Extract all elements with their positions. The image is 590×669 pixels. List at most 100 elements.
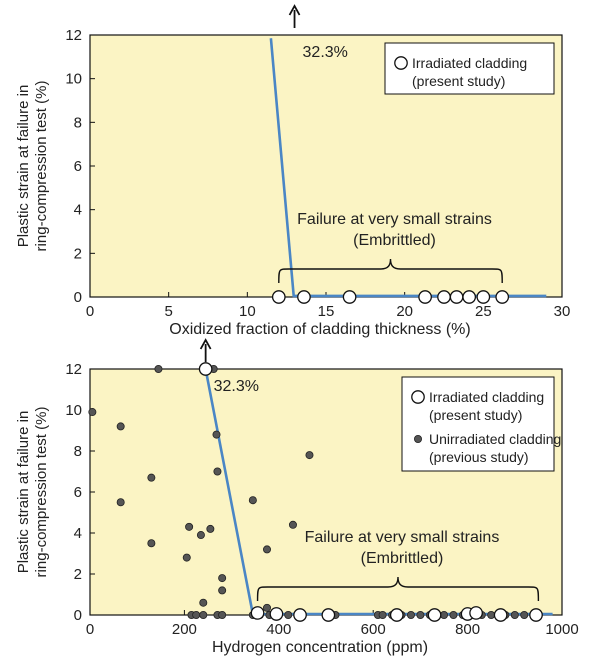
x-tick-label: 1000 — [545, 621, 578, 638]
offscale-value-label: 32.3% — [214, 378, 259, 395]
brace-label-line2: (Embrittled) — [361, 550, 444, 567]
irradiated-data-point — [493, 608, 508, 622]
unirradiated-data-point — [196, 531, 205, 540]
y-tick-label: 4 — [74, 525, 82, 542]
unirradiated-data-point — [449, 611, 458, 620]
irradiated-data-point — [529, 608, 543, 622]
unirradiated-data-point — [284, 611, 293, 620]
y-tick-label: 8 — [74, 114, 82, 131]
y-axis-label-line1: Plastic strain at failure in — [15, 85, 32, 248]
irradiated-data-point — [271, 290, 286, 304]
irradiated-data-point — [321, 608, 336, 622]
unirradiated-data-point — [378, 611, 387, 620]
x-tick-label: 5 — [164, 303, 172, 320]
unirradiated-data-point — [218, 574, 227, 583]
x-tick-label: 600 — [361, 621, 386, 638]
x-axis-label: Hydrogen concentration (ppm) — [212, 639, 428, 656]
y-tick-label: 10 — [65, 71, 82, 88]
irradiated-data-point — [342, 290, 357, 304]
legend-box — [401, 376, 555, 472]
irradiated-data-point — [297, 290, 311, 304]
irradiated-data-point — [250, 606, 265, 620]
brace-label-line1: Failure at very small strains — [305, 529, 500, 546]
irradiated-data-point — [269, 607, 284, 621]
legend-label-line2: (present study) — [429, 407, 522, 423]
unirradiated-data-point — [510, 611, 519, 620]
legend-label-line2: (present study) — [412, 73, 505, 89]
x-axis-label: Oxidized fraction of cladding thickness … — [169, 321, 470, 338]
irradiated-data-point — [462, 290, 477, 304]
unirradiated-data-point — [154, 364, 163, 373]
legend-marker-irradiated — [394, 56, 408, 70]
brace-label-line2: (Embrittled) — [353, 232, 436, 249]
unirradiated-data-point — [416, 611, 425, 620]
unirradiated-data-point — [520, 611, 529, 620]
unirradiated-data-point — [218, 586, 227, 595]
unirradiated-data-point — [406, 611, 415, 620]
irradiated-data-point — [449, 290, 464, 304]
irradiated-data-point — [437, 290, 451, 304]
x-tick-label: 15 — [318, 303, 335, 320]
y-tick-label: 8 — [74, 443, 82, 460]
offscale-arrow-head — [288, 4, 301, 16]
x-tick-label: 30 — [554, 303, 571, 320]
irradiated-data-point — [293, 608, 307, 622]
unirradiated-data-point — [88, 408, 97, 417]
x-tick-label: 400 — [266, 621, 291, 638]
chart-panel-1: 0 5 10 15 20 25 30 0 2 4 6 8 10 12 Oxidized fraction o… — [15, 4, 571, 338]
unirradiated-data-point — [305, 451, 314, 460]
chart-panel-2: 0 200 400 600 800 1000 0 2 4 6 8 10 12 Hydrogen conce… — [15, 338, 579, 656]
unirradiated-data-point — [262, 545, 271, 554]
unirradiated-data-point — [248, 496, 257, 505]
legend-marker-irradiated — [411, 390, 425, 404]
y-tick-label: 2 — [74, 245, 82, 262]
offscale-arrow-head — [199, 338, 212, 350]
y-tick-label: 6 — [74, 484, 82, 501]
y-axis-label-line1: Plastic strain at failure in — [15, 411, 32, 574]
legend-label-line1: Unirradiated cladding — [429, 431, 561, 447]
y-axis-label-line2: ring-compression test (%) — [33, 407, 50, 578]
embrittled-brace — [278, 258, 503, 284]
x-tick-label: 0 — [86, 303, 94, 320]
y-tick-label: 12 — [65, 361, 82, 378]
unirradiated-data-point — [147, 539, 156, 548]
irradiated-data-point — [469, 606, 483, 620]
unirradiated-data-point — [116, 498, 125, 507]
unirradiated-data-point — [212, 430, 221, 439]
irradiated-data-point — [476, 290, 491, 304]
y-tick-label: 6 — [74, 158, 82, 175]
unirradiated-data-point — [218, 611, 227, 620]
irradiated-data-point — [495, 290, 510, 304]
y-tick-label: 0 — [74, 607, 82, 624]
y-tick-label: 2 — [74, 566, 82, 583]
irradiated-data-point — [418, 290, 432, 304]
unirradiated-data-point — [182, 553, 191, 562]
x-tick-label: 20 — [396, 303, 413, 320]
unirradiated-data-point — [439, 611, 448, 620]
unirradiated-data-point — [262, 603, 271, 612]
legend-box — [384, 42, 555, 95]
unirradiated-data-point — [116, 422, 125, 431]
unirradiated-data-point — [199, 598, 208, 607]
y-tick-label: 4 — [74, 202, 82, 219]
legend-label-line1: Irradiated cladding — [412, 55, 527, 71]
unirradiated-data-point — [147, 473, 156, 482]
unirradiated-data-point — [192, 611, 201, 620]
irradiated-data-point — [389, 608, 404, 622]
legend-label-line2: (previous study) — [429, 449, 529, 465]
unirradiated-data-point — [213, 467, 222, 476]
unirradiated-data-point — [487, 611, 496, 620]
embrittled-brace — [256, 576, 540, 602]
x-tick-label: 10 — [239, 303, 256, 320]
x-tick-label: 0 — [86, 621, 94, 638]
offscale-value-label: 32.3% — [303, 44, 348, 61]
x-tick-label: 800 — [455, 621, 480, 638]
unirradiated-data-point — [199, 611, 208, 620]
legend-marker-unirradiated — [413, 434, 422, 443]
y-axis-label-line2: ring-compression test (%) — [33, 81, 50, 252]
legend-label-line1: Irradiated cladding — [429, 389, 544, 405]
unirradiated-data-point — [206, 524, 215, 533]
y-tick-label: 10 — [65, 402, 82, 419]
